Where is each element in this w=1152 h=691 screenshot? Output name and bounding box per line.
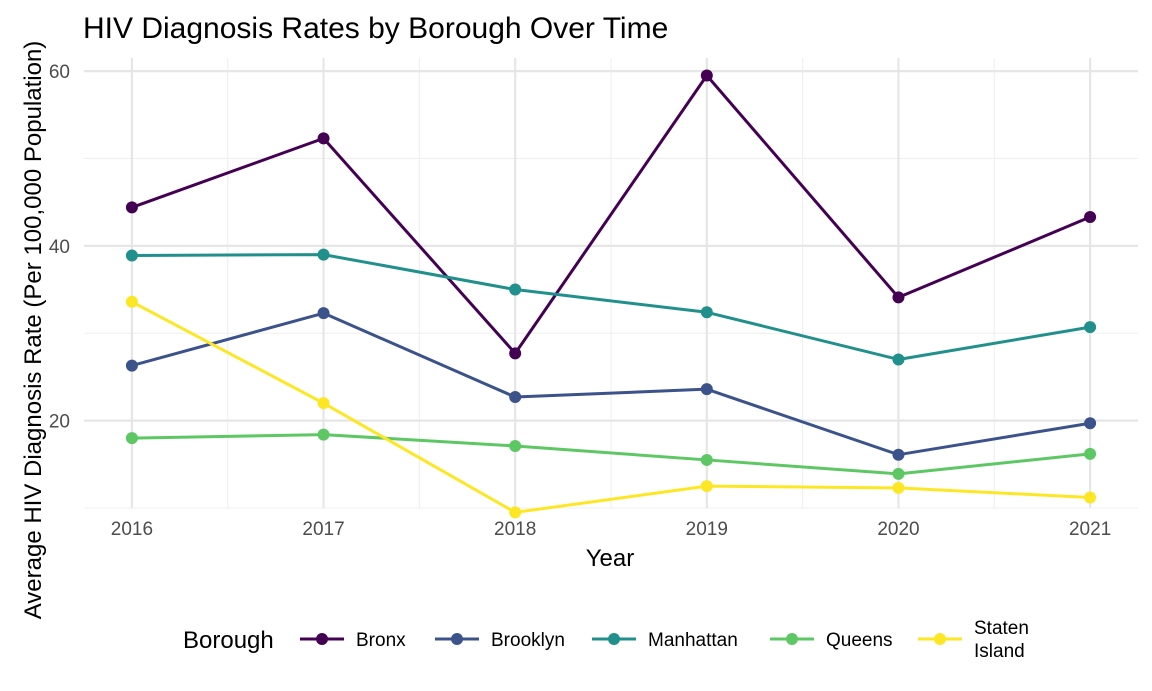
data-point-staten-island bbox=[1084, 491, 1097, 504]
x-tick-label: 2017 bbox=[302, 519, 344, 540]
data-point-bronx bbox=[317, 132, 330, 145]
data-point-staten-island bbox=[892, 481, 905, 494]
y-tick-label: 60 bbox=[49, 62, 70, 83]
data-point-queens bbox=[509, 439, 522, 452]
data-point-queens bbox=[1084, 447, 1097, 460]
legend-label: Manhattan bbox=[648, 630, 738, 651]
data-point-queens bbox=[317, 428, 330, 441]
data-point-bronx bbox=[509, 347, 522, 360]
data-point-brooklyn bbox=[1084, 417, 1097, 430]
y-axis-ticks: 20 40 60 bbox=[49, 62, 70, 433]
x-tick-label: 2021 bbox=[1069, 519, 1111, 540]
data-point-bronx bbox=[125, 201, 138, 214]
legend-label: Staten bbox=[974, 618, 1029, 639]
data-point-bronx bbox=[892, 291, 905, 304]
data-point-queens bbox=[892, 467, 905, 480]
x-tick-label: 2018 bbox=[494, 519, 536, 540]
series-line-queens bbox=[130, 433, 1092, 476]
data-point-queens bbox=[125, 432, 138, 445]
data-point-queens bbox=[700, 453, 713, 466]
data-point-staten-island bbox=[700, 480, 713, 493]
legend: Borough Bronx Brooklyn Manhattan Queens Stat… bbox=[183, 618, 1029, 662]
y-axis-title: Average HIV Diagnosis Rate (Per 100,000 … bbox=[20, 41, 47, 620]
legend-item-manhattan: Manhattan bbox=[592, 630, 738, 651]
series-line-bronx bbox=[130, 73, 1092, 355]
series-staten-island bbox=[125, 295, 1097, 519]
series-line-manhattan bbox=[130, 253, 1092, 361]
legend-label: Bronx bbox=[356, 630, 406, 651]
data-point-manhattan bbox=[125, 249, 138, 262]
series-queens bbox=[125, 428, 1097, 480]
legend-key-point bbox=[786, 633, 798, 645]
legend-key-point bbox=[934, 633, 946, 645]
chart-title: HIV Diagnosis Rates by Borough Over Time bbox=[83, 12, 668, 45]
data-point-brooklyn bbox=[700, 383, 713, 396]
data-point-staten-island bbox=[317, 397, 330, 410]
legend-item-brooklyn: Brooklyn bbox=[435, 630, 565, 651]
series-line-brooklyn bbox=[130, 311, 1092, 457]
data-point-staten-island bbox=[125, 295, 138, 308]
y-tick-label: 20 bbox=[49, 412, 70, 433]
x-tick-label: 2020 bbox=[877, 519, 919, 540]
series-brooklyn bbox=[125, 307, 1097, 461]
data-point-manhattan bbox=[509, 283, 522, 296]
legend-key-point bbox=[451, 633, 463, 645]
y-tick-label: 40 bbox=[49, 237, 70, 258]
data-point-manhattan bbox=[892, 353, 905, 366]
legend-label: Island bbox=[974, 641, 1025, 662]
data-point-brooklyn bbox=[317, 307, 330, 320]
data-point-staten-island bbox=[509, 506, 522, 519]
data-point-manhattan bbox=[700, 306, 713, 319]
legend-title: Borough bbox=[183, 627, 274, 654]
data-point-manhattan bbox=[1084, 321, 1097, 334]
x-axis-title: Year bbox=[586, 545, 635, 572]
x-tick-label: 2016 bbox=[111, 519, 153, 540]
data-point-brooklyn bbox=[125, 359, 138, 372]
grid bbox=[84, 58, 1138, 509]
data-point-manhattan bbox=[317, 248, 330, 261]
series-layer bbox=[125, 69, 1097, 519]
data-point-brooklyn bbox=[892, 448, 905, 461]
legend-label: Brooklyn bbox=[491, 630, 565, 651]
legend-key-point bbox=[316, 633, 328, 645]
data-point-bronx bbox=[700, 69, 713, 82]
series-bronx bbox=[125, 69, 1097, 360]
x-tick-label: 2019 bbox=[686, 519, 728, 540]
data-point-bronx bbox=[1084, 211, 1097, 224]
legend-item-bronx: Bronx bbox=[300, 630, 406, 651]
legend-label: Queens bbox=[826, 630, 893, 651]
data-point-brooklyn bbox=[509, 391, 522, 404]
x-axis-ticks: 2016 2017 2018 2019 2020 2021 bbox=[111, 519, 1111, 540]
legend-key-point bbox=[608, 633, 620, 645]
legend-item-queens: Queens bbox=[770, 630, 893, 651]
series-line-staten-island bbox=[130, 300, 1092, 514]
series-manhattan bbox=[125, 248, 1097, 366]
